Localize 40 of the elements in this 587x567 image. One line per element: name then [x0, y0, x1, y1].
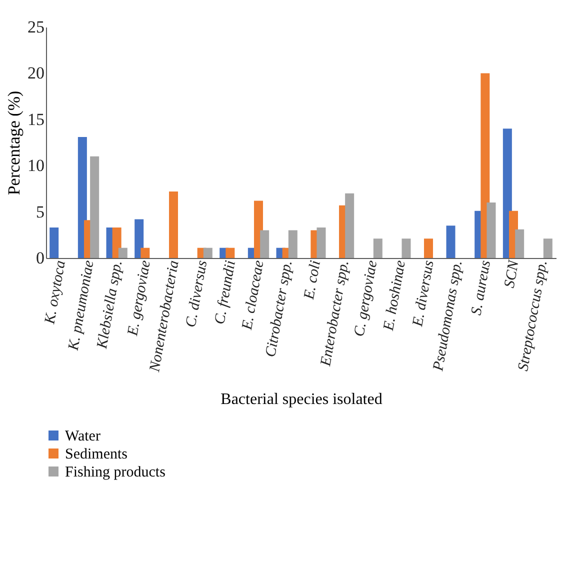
legend-label: Water: [65, 428, 100, 444]
y-tick-label: 5: [36, 202, 44, 222]
bar: [446, 226, 456, 258]
legend-label: Fishing products: [65, 464, 166, 480]
bar: [90, 156, 100, 258]
y-tick-label: 0: [36, 248, 44, 268]
bar: [140, 248, 150, 258]
bar: [424, 238, 433, 258]
x-tick-label: SCN: [502, 258, 523, 290]
x-tick-label: S. aureus: [468, 259, 494, 317]
x-tick-label: C. gergoviae: [352, 258, 381, 338]
x-tick-label: E. diversus: [410, 259, 438, 329]
bar: [515, 229, 524, 258]
y-tick-label: 25: [28, 18, 44, 36]
bar: [226, 248, 235, 258]
x-tick-label: C. diversus: [183, 259, 211, 329]
x-tick-label: E. gergoviae: [124, 258, 154, 338]
x-tick-label: E. hoshinae: [380, 258, 410, 333]
bar: [480, 73, 490, 258]
legend-label: Sediments: [65, 446, 128, 462]
bar: [373, 238, 382, 258]
bar: [260, 230, 270, 258]
bar: [203, 248, 212, 258]
bar: [543, 238, 552, 258]
bar: [118, 248, 128, 258]
bar: [169, 191, 178, 258]
bar: [316, 228, 326, 258]
bar: [288, 230, 298, 258]
y-axis-title: Percentage (%): [4, 90, 24, 196]
y-tick-label: 10: [28, 156, 44, 176]
bar: [134, 219, 144, 258]
bar: [402, 238, 411, 258]
x-tick-label: E. coli: [301, 259, 324, 302]
y-tick-label: 15: [28, 110, 44, 129]
y-tick-label: 20: [28, 64, 44, 83]
x-tick-label: C. freundii: [212, 259, 240, 326]
x-axis-title: Bacterial species isolated: [220, 390, 382, 408]
bar: [50, 228, 59, 258]
bar: [486, 202, 496, 258]
bar: [345, 193, 354, 258]
